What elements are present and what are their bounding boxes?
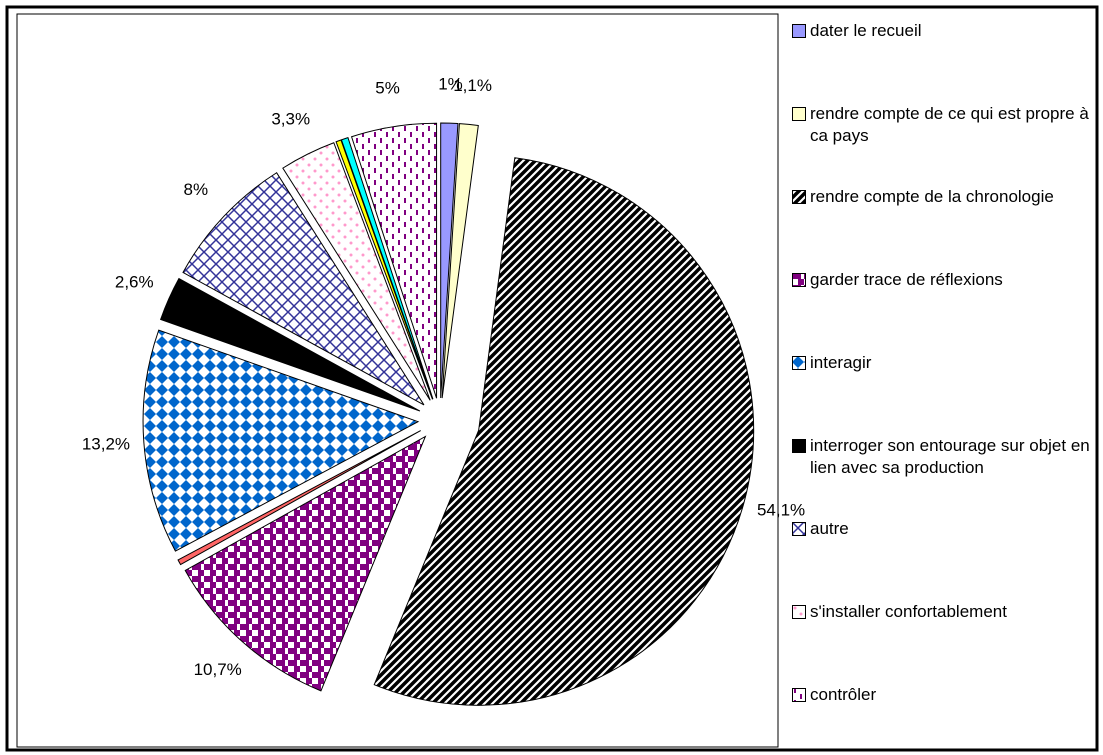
legend-item: interroger son entourage sur objet en li… (792, 435, 1092, 479)
pie-slice (177, 430, 421, 566)
pie-slice (350, 122, 438, 399)
legend-swatch (792, 605, 806, 619)
legend-swatch (792, 439, 806, 453)
legend-label: autre (810, 519, 849, 538)
legend-item: rendre compte de ce qui est propre à ca … (792, 103, 1092, 147)
data-label: 54,1% (757, 500, 805, 519)
legend-swatch-box (792, 356, 806, 370)
legend-label: dater le recueil (810, 21, 922, 40)
legend-swatch-box (792, 688, 806, 702)
pie-slice (373, 157, 755, 706)
legend-swatch-box (792, 107, 806, 121)
data-label: 8% (184, 180, 209, 199)
legend-label: rendre compte de ce qui est propre à ca … (810, 104, 1089, 145)
legend-item: garder trace de réflexions (792, 269, 1092, 291)
legend-swatch (792, 24, 806, 38)
legend-swatch-box (792, 273, 806, 287)
legend-label: contrôler (810, 685, 877, 704)
legend-item: autre (792, 518, 1092, 540)
legend-swatch (792, 356, 806, 370)
pie-slice (440, 122, 459, 399)
legend-swatch-box (792, 190, 806, 204)
legend-swatch-box (792, 439, 806, 453)
legend-item: dater le recueil (792, 20, 1092, 42)
data-label: 1% (438, 75, 463, 94)
data-label: 2,6% (115, 273, 154, 292)
pie-slice (441, 123, 479, 399)
legend-label: rendre compte de la chronologie (810, 187, 1054, 206)
legend-swatch-box (792, 522, 806, 536)
pie-slice (142, 329, 420, 552)
data-label: 3,3% (271, 110, 310, 129)
legend-item: interagir (792, 352, 1092, 374)
plot-frame (16, 13, 779, 748)
legend-label: interroger son entourage sur objet en li… (810, 436, 1090, 477)
data-label: 5% (375, 79, 400, 98)
legend-label: s'installer confortablement (810, 602, 1007, 621)
data-label: 10,7% (194, 660, 242, 679)
legend-item: s'installer confortablement (792, 601, 1092, 623)
legend-item: contrôler (792, 684, 1092, 706)
pie-slice (182, 172, 425, 406)
legend-label: interagir (810, 353, 872, 372)
legend-swatch (792, 273, 806, 287)
legend-swatch (792, 688, 806, 702)
pie-slice (184, 435, 427, 692)
legend-item: rendre compte de la chronologie (792, 186, 1092, 208)
legend-swatch (792, 107, 806, 121)
pie-slice (340, 136, 434, 400)
pie-slice (282, 142, 431, 401)
legend-swatch (792, 522, 806, 536)
legend-swatch-box (792, 24, 806, 38)
legend-label: garder trace de réflexions (810, 270, 1003, 289)
data-label: 13,2% (82, 435, 130, 454)
data-label: 1,1% (453, 76, 492, 95)
legend-swatch-box (792, 605, 806, 619)
pie-slice (159, 277, 421, 412)
legend-swatch (792, 190, 806, 204)
